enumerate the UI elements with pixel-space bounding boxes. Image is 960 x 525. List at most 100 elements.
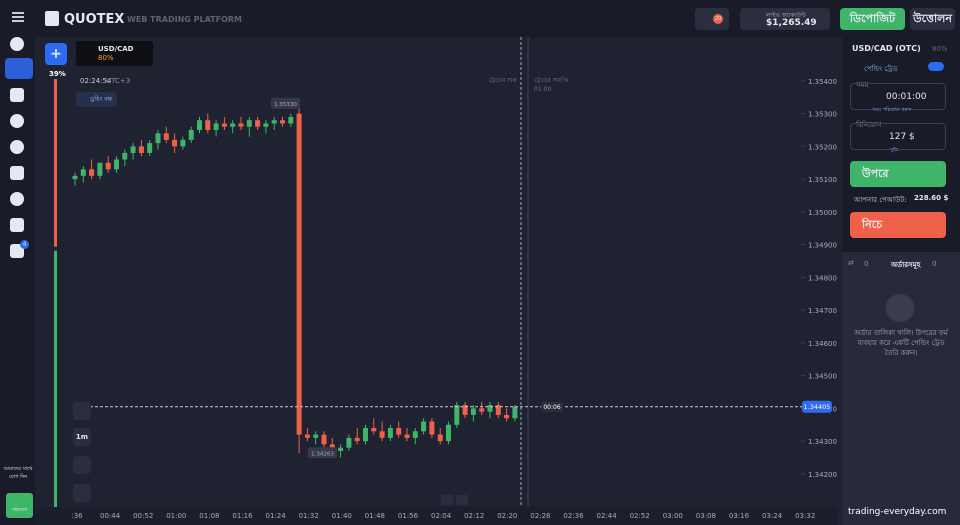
y-tick-label: 1.35000 [808,209,837,217]
high-label-box [271,97,300,109]
x-tick-label: 01:32 [299,512,319,520]
candle-body [487,405,493,412]
candle-body [97,162,103,176]
panel-payout: 80% [932,45,948,53]
candle-body [296,113,302,435]
pending-toggle[interactable] [928,62,944,71]
candle-body [504,414,510,419]
candle-body [462,405,468,415]
x-tick-label: 00:44 [100,512,121,520]
x-tick-label: 02:36 [563,512,584,520]
sentiment-down [54,79,57,247]
x-tick-label: 01:16 [232,512,253,520]
add-chart-button[interactable]: + [45,43,67,65]
candle-body [363,428,368,442]
x-tick-label: 02:28 [530,512,550,520]
candle-body [105,162,111,170]
timezone: UTC+3 [106,77,131,85]
candle-body [246,120,252,127]
deposit-button[interactable]: ডিপোজিট [840,8,905,30]
trade-start: ট্রেডের শুরু [489,76,518,84]
x-tick-label: 01:56 [398,512,419,520]
zoom-in[interactable] [456,495,468,505]
candle-body [446,424,451,442]
candle-body [114,159,119,170]
balance: $1,265.49 [766,18,817,28]
menu-icon[interactable] [12,12,24,14]
payout-label: আপনার পেআউট: [854,196,907,204]
down-button[interactable]: নিচে [850,212,946,238]
x-tick-label: 03:32 [795,512,815,520]
withdraw-button[interactable]: উত্তোলন [910,8,955,30]
x-tick-label: 02:52 [630,512,650,520]
candle-body [255,120,261,127]
analytics-icon[interactable] [10,140,24,154]
chart-tab[interactable] [5,58,33,79]
zoom-out[interactable] [441,495,453,505]
x-tick-label: 03:24 [762,512,783,520]
y-tick-label: 1.35200 [808,143,837,151]
candle-body [404,434,410,438]
help-icon[interactable] [10,37,24,51]
sidebar: 4 আমাদের সাথে যোগ দিন সহায়তা [0,0,35,525]
panel-asset[interactable]: USD/CAD (OTC) [852,44,921,53]
amount: 127 $ [889,132,915,142]
candle-body [313,434,319,438]
candle-body [396,428,402,435]
sentiment-up [54,250,57,509]
help-button[interactable]: সহায়তা [6,493,33,518]
asset-selector[interactable]: USD/CAD 80% [76,41,153,66]
low-label-box [308,447,337,459]
y-tick-label: 1.34200 [808,471,837,479]
x-tick-label: 00:52 [133,512,153,520]
up-button[interactable]: উপরে [850,161,946,187]
time-hint[interactable]: সময় পরিবর্তন করুন [872,107,912,115]
trades-tab[interactable]: ⇄ [848,259,854,267]
logo[interactable]: QUOTEX [64,12,125,27]
chart-type-button[interactable] [73,456,91,474]
indicators-button[interactable] [73,484,91,502]
candle-body [338,447,344,451]
amount-hint[interactable]: সুইচ [890,147,899,155]
x-tick-label: :36 [71,512,83,520]
y-tick-label: 1.34300 [808,438,837,446]
candle-body [205,120,211,131]
y-tick-label: 1.34500 [808,373,837,381]
trade-panel: USD/CAD (OTC) 80% পেন্ডিং ট্রেড 00:01:00… [842,37,960,525]
education-icon[interactable] [10,88,24,102]
time: 00:01:00 [886,92,927,102]
account-type: লাইভ অ্যাকাউন্ট [766,12,806,19]
notifications-button[interactable] [695,8,729,30]
pending-trade[interactable]: পেন্ডিং ট্রেড [864,65,898,73]
y-tick-label: 1.35100 [808,176,837,184]
candle-body [147,143,153,153]
candle-body [454,405,460,425]
trades-count: 0 [864,260,869,268]
market-icon[interactable] [10,166,24,180]
asset-payout: 80% [98,54,114,62]
candle-body [80,169,86,176]
candle-body [412,431,418,438]
draw-tool[interactable] [73,402,91,420]
x-tick-label: 03:08 [696,512,716,520]
candle-body [429,421,435,435]
candle-body [346,437,352,448]
candle-body [512,406,518,419]
y-tick-label: 1.34800 [808,274,837,282]
account-button[interactable]: লাইভ অ্যাকাউন্ট $1,265.49 [740,8,830,30]
timeframe-button[interactable]: 1m [73,428,91,446]
x-tick-label: 01:40 [332,512,352,520]
low-label: 1.34263 [311,451,334,457]
orders-tab[interactable]: অর্ডারসমূহ [891,261,921,269]
signals-icon[interactable] [10,192,24,206]
profile-icon[interactable] [10,114,24,128]
badge: 4 [20,240,29,249]
bonus-icon[interactable] [10,218,24,232]
join-link[interactable]: আমাদের সাথে যোগ দিন [3,466,33,480]
drawing-toggle[interactable]: ড্রয়িং বন্ধ [76,92,118,107]
candle-body [437,434,443,442]
top-bar: QUOTEX WEB TRADING PLATFORM 20 লাইভ অ্যা… [35,0,960,37]
candle-body [122,152,128,160]
orders-panel: ⇄ 0 অর্ডারসমূহ 0 অর্ডার তালিকা খালি। উপর… [842,252,960,525]
